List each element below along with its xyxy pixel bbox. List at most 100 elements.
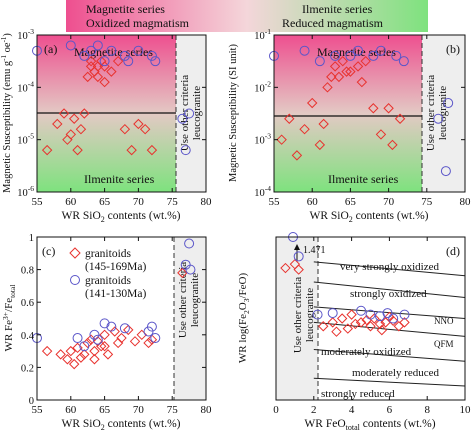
data-point-diamond (177, 267, 188, 279)
data-point-diamond (89, 345, 100, 357)
panel-d-frame (275, 236, 466, 401)
data-point-circle (184, 238, 195, 249)
data-point-circle (92, 334, 103, 345)
x-tick-label: 75 (167, 404, 179, 416)
data-point-diamond (92, 71, 104, 83)
panel-b: (b) Magnetite series Ilmenite series Use… (228, 27, 471, 224)
panel-d-shade-label-1: Use other criteria (292, 277, 304, 353)
legend-circle-marker (70, 275, 80, 285)
data-point-diamond (85, 55, 97, 67)
legend-label-145-2: (145-169Ma) (85, 261, 146, 273)
data-point-circle (86, 45, 97, 56)
data-point-diamond (65, 345, 77, 357)
data-point-diamond (399, 317, 410, 328)
data-point-diamond (374, 318, 386, 330)
data-point-diamond (133, 118, 144, 130)
panel-b-shade-label-2: leucogranite (437, 86, 449, 140)
data-point-diamond (75, 352, 87, 363)
data-point-circle (356, 305, 367, 316)
legend-right-top: Ilmenite series (302, 2, 373, 16)
data-point-diamond (383, 103, 394, 114)
x-tick-label: 6 (387, 404, 393, 416)
legend-label-141-1: granitoids (85, 275, 132, 287)
data-point-diamond (41, 345, 53, 357)
panel-a: (a) Magnetite series Ilmenite series Use… (0, 27, 212, 224)
data-point-diamond (355, 317, 367, 328)
panel-b-xlabel: WR SiO2 contents (wt.%) (310, 210, 429, 224)
buffer-nno: NNO (434, 316, 454, 326)
y-tick-label: 0.4 (21, 331, 35, 342)
legend-bar: Magnetite series Oxidized magmatism Ilme… (66, 0, 428, 32)
legend-label-141-2: (141-130Ma) (85, 288, 146, 300)
data-point-diamond (331, 326, 342, 337)
data-point-circle (299, 45, 310, 56)
zone-line-5 (313, 377, 466, 387)
panel-c-ylabel: WR Fe3+/Fetotal (1, 285, 17, 352)
data-point-circle (443, 98, 454, 109)
data-point-circle (79, 50, 90, 61)
data-point-diamond (65, 129, 77, 140)
panel-d-annotation: 1.471 (303, 245, 326, 256)
panel-b-shade-label-1: Use other criteria (425, 75, 437, 151)
data-point-diamond (276, 134, 287, 145)
x-tick-label: 0 (273, 404, 279, 416)
panel-b-label: (b) (446, 42, 460, 56)
y-tick-label: 0.6 (21, 298, 34, 309)
panel-b-gradient (274, 35, 422, 192)
y-tick-label: 10-1 (254, 27, 271, 42)
panel-a-label: (a) (44, 42, 57, 56)
panel-c: (c) Use other criteria leucogranite gran… (1, 233, 212, 432)
data-point-diamond (106, 66, 117, 77)
data-point-circle (365, 309, 376, 320)
data-point-circle (314, 56, 325, 67)
data-point-diamond (89, 354, 100, 365)
data-point-diamond (41, 144, 53, 156)
data-point-diamond (79, 349, 90, 360)
panel-c-shade-label-1: Use other criteria (177, 262, 189, 338)
panel-a-shade (176, 35, 206, 192)
data-point-diamond (99, 329, 110, 341)
data-point-diamond (387, 139, 398, 151)
data-point-diamond (345, 66, 356, 77)
x-tick-label: 65 (345, 196, 357, 208)
data-point-circle (92, 40, 103, 51)
x-tick-label: 80 (460, 196, 472, 208)
data-point-diamond (299, 123, 310, 135)
data-point-circle (133, 45, 144, 56)
panel-a-xlabel: WR SiO2 contents (wt.%) (62, 210, 181, 224)
panel-d-ylabel: WR log(Fe2O3/FeO) (237, 273, 251, 364)
x-tick-label: 10 (460, 404, 472, 416)
data-point-circle (399, 309, 410, 320)
x-tick-label: 55 (32, 404, 44, 416)
panel-d-shade (276, 237, 318, 400)
data-point-diamond (327, 317, 338, 328)
data-point-diamond (109, 326, 120, 337)
data-point-diamond (119, 123, 131, 135)
data-point-diamond (346, 309, 357, 320)
x-tick-label: 65 (99, 196, 111, 208)
panel-c-xlabel: WR SiO2 contents (wt.%) (62, 418, 181, 432)
data-point-diamond (112, 337, 124, 349)
data-point-circle (99, 56, 110, 67)
data-point-circle (391, 50, 402, 61)
data-point-diamond (291, 150, 303, 161)
y-tick-label: 10-4 (17, 79, 34, 94)
data-point-circle (398, 56, 409, 67)
data-point-diamond (342, 323, 354, 334)
data-point-diamond (75, 123, 87, 135)
zone-very-strongly-oxidized: very strongly oxidized (340, 261, 439, 273)
data-point-diamond (79, 108, 90, 119)
data-point-diamond (146, 144, 158, 156)
panel-d-label: (d) (446, 244, 460, 258)
zone-line-2 (313, 281, 466, 299)
data-point-diamond (126, 144, 137, 156)
panel-c-frame (36, 236, 207, 401)
panel-d-shade-label-2: leucogranite (304, 288, 316, 342)
data-point-circle (89, 329, 100, 340)
panel-d: (d) Use other criteria leucogranite 1.47… (237, 232, 472, 432)
x-tick-label: 70 (383, 196, 395, 208)
x-tick-label: 60 (307, 196, 319, 208)
data-point-circle (433, 113, 444, 124)
data-point-diamond (99, 76, 110, 88)
